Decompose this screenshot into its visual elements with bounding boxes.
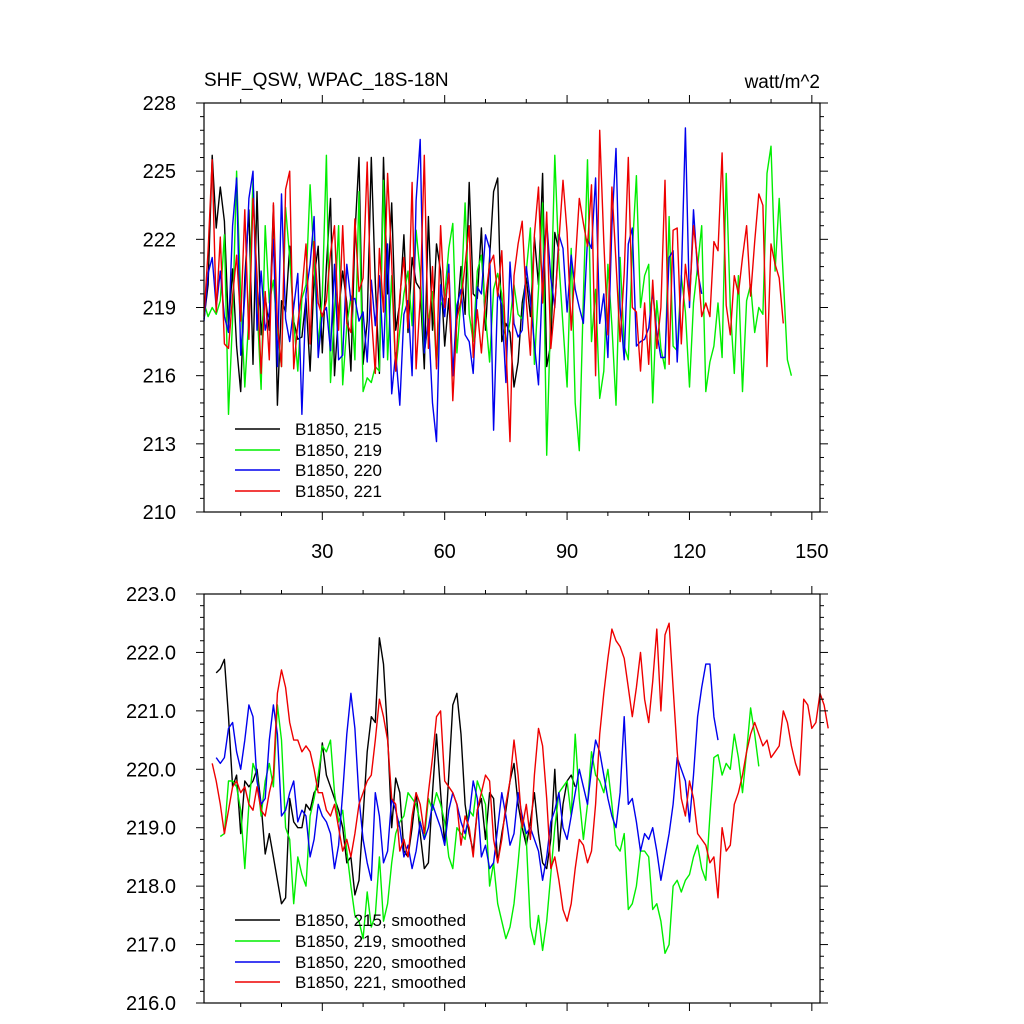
y-tick-label: 219.0 — [126, 818, 176, 840]
y-tick-label: 220.0 — [126, 759, 176, 781]
x-tick-label: 90 — [556, 541, 578, 563]
x-tick-label: 60 — [434, 541, 456, 563]
y-tick-label: 216.0 — [126, 993, 176, 1015]
series-line-2 — [215, 663, 719, 881]
y-tick-label: 225 — [143, 161, 176, 183]
bottom-plot-area — [211, 622, 829, 954]
top-panel: SHF_QSW, WPAC_18S-18N watt/m^2 210 213 216… — [143, 70, 829, 563]
top-plot-area — [203, 127, 793, 456]
series-line-2 — [203, 127, 703, 443]
legend-label-220: B1850, 220 — [295, 461, 382, 480]
legend-label-219: B1850, 219 — [295, 441, 382, 460]
legend-label-219-smoothed: B1850, 219, smoothed — [295, 932, 466, 951]
legend-label-221-smoothed: B1850, 221, smoothed — [295, 973, 466, 992]
series-line-3 — [203, 129, 784, 443]
y-tick-label: 223.0 — [126, 584, 176, 606]
top-legend: B1850, 215 B1850, 219 B1850, 220 B1850, … — [235, 420, 382, 501]
x-tick-label: 30 — [311, 541, 333, 563]
legend-label-215-smoothed: B1850, 215, smoothed — [295, 911, 466, 930]
legend-label-215: B1850, 215 — [295, 420, 382, 439]
y-tick-label: 210 — [143, 502, 176, 524]
y-tick-label: 221.0 — [126, 701, 176, 723]
units-label: watt/m^2 — [744, 72, 820, 93]
y-tick-label: 216 — [143, 366, 176, 388]
x-tick-label: 150 — [795, 541, 828, 563]
x-tick-label: 120 — [673, 541, 706, 563]
bottom-panel: 216.0 217.0 218.0 219.0 220.0 221.0 222.0 223.0… — [126, 584, 829, 1015]
bottom-plot-frame — [203, 593, 821, 1004]
series-line-3 — [211, 622, 829, 922]
top-ticks: 210 213 216 219 222 225 228 30 60 90 120 150 — [143, 93, 829, 563]
y-tick-label: 228 — [143, 93, 176, 115]
series-line-1 — [203, 145, 793, 456]
bottom-legend: B1850, 215, smoothed B1850, 219, smoothe… — [235, 911, 466, 992]
chart-title: SHF_QSW, WPAC_18S-18N — [204, 70, 449, 91]
y-tick-label: 222.0 — [126, 642, 176, 664]
y-tick-label: 222 — [143, 229, 176, 251]
legend-label-221: B1850, 221 — [295, 482, 382, 501]
y-tick-label: 213 — [143, 434, 176, 456]
series-line-0 — [215, 637, 576, 905]
bottom-ticks: 216.0 217.0 218.0 219.0 220.0 221.0 222.0 223.0 — [126, 584, 828, 1015]
y-tick-label: 219 — [143, 298, 176, 320]
series-line-1 — [219, 704, 760, 954]
legend-label-220-smoothed: B1850, 220, smoothed — [295, 953, 466, 972]
y-tick-label: 218.0 — [126, 876, 176, 898]
y-tick-label: 217.0 — [126, 935, 176, 957]
